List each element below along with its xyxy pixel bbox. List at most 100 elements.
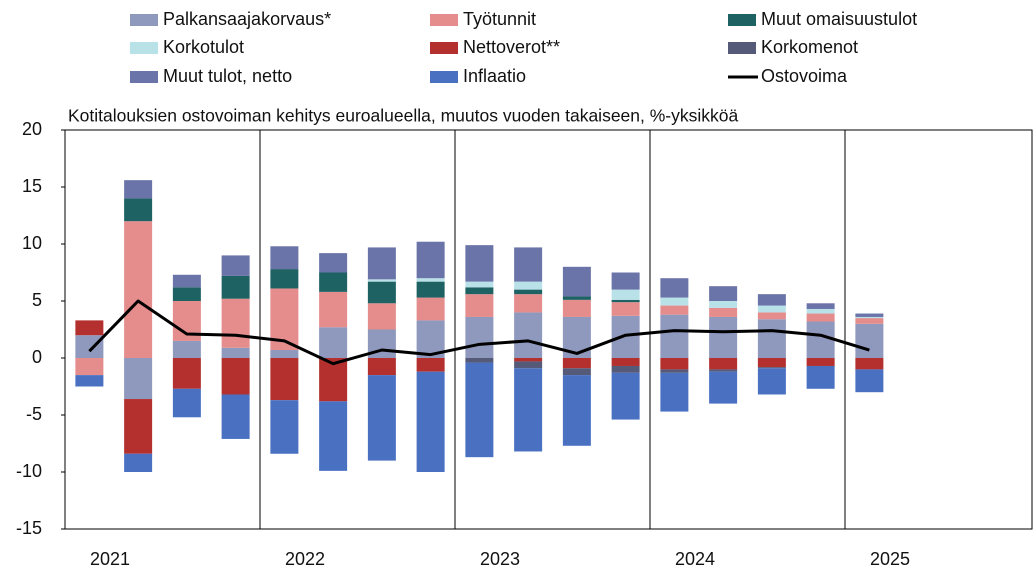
bar-segment [757,312,786,320]
bar-segment [514,247,543,282]
bar-segment [319,253,348,273]
bar-segment [465,287,494,295]
bar-segment [75,375,104,387]
plot-frame [64,129,1033,530]
bar-segment [611,358,640,366]
y-tick-label: 0 [32,347,42,367]
bar-segment [855,323,884,358]
bar-segment [465,316,494,358]
bar-segment [709,316,738,358]
bar-segment [806,358,835,366]
legend-swatch [130,14,158,26]
bar-segment [855,369,884,393]
bar-segment [660,305,689,315]
bar-segment [855,313,884,317]
bar-segment [660,358,689,370]
bar-segment [514,281,543,290]
x-tick-label: 2021 [90,549,130,569]
bar-segment [75,320,104,336]
bar-segment [806,365,835,389]
bar-segment [611,289,640,300]
bar-segment [416,241,445,279]
bar-segment [611,372,640,420]
bar-segment [562,368,591,376]
bar-segment [75,358,104,376]
bar-segment [172,388,201,418]
bar-segment [465,358,494,363]
bar-segment [855,358,884,370]
y-tick-label: 20 [22,119,42,139]
bar-segment [319,272,348,292]
x-tick-label: 2023 [480,549,520,569]
bar-segment [221,347,250,358]
legend-label: Muut tulot, netto [163,66,292,86]
bar-segment [221,394,250,439]
chart-title: Kotitalouksien ostovoiman kehitys euroal… [68,106,738,126]
bar-segment [806,313,835,322]
bar-segment [611,302,640,316]
bar-segment [416,297,445,321]
bar-segment [611,299,640,303]
bar-segment [124,180,153,199]
bar-segment [465,245,494,282]
y-tick-label: 10 [22,233,42,253]
bar-segment [660,372,689,412]
bar-segment [416,278,445,282]
line [88,299,870,366]
bar-segment [172,274,201,288]
x-tick-label: 2022 [285,549,325,569]
bar-segment [709,369,738,372]
bar-segment [221,358,250,395]
bar-segment [416,371,445,472]
bar-segment [270,358,299,401]
bar-segment [611,365,640,373]
bar-segment [855,318,884,324]
bar-segment [757,367,786,369]
bar-segment [757,319,786,358]
bar-segment [514,361,543,369]
legend-label: Ostovoima [761,66,848,86]
bar-segment [465,294,494,317]
legend-label: Korkomenot [761,37,858,57]
bar-segment [367,247,396,280]
y-tick-label: 15 [22,176,42,196]
legend-label: Inflaatio [463,66,526,86]
y-tick-label: -10 [16,461,42,481]
bar-segment [124,358,153,400]
bar-segment [221,255,250,276]
legend-swatch [130,42,158,54]
bar-segment [75,335,104,358]
bar-segment [757,368,786,395]
bar-segment [514,294,543,313]
legend-label: Korkotulot [163,37,244,57]
bar-segment [270,246,299,270]
bar-segment [514,289,543,295]
bar-segment [660,314,689,358]
legend-label: Palkansaajakorvaus* [163,9,331,29]
x-tick-label: 2024 [675,549,715,569]
bar-segment [319,291,348,328]
bar-segment [124,453,153,472]
bar-segment [221,298,250,348]
bar-segment [124,399,153,454]
bar-segment [611,272,640,290]
bar-segment [172,358,201,389]
bar-segment [709,301,738,308]
bar-segment [709,371,738,404]
bar-segment [514,312,543,358]
bar-segment [660,369,689,373]
bar-segment [562,296,591,300]
legend-swatch [728,14,756,26]
bar-segment [124,198,153,222]
bar-segment [514,358,543,362]
bar-segment [221,275,250,299]
x-tick-label: 2025 [870,549,910,569]
legend-swatch [430,42,458,54]
bar-segment [124,221,153,358]
legend-swatch [728,42,756,54]
bar-segment [172,287,201,301]
legend-label: Nettoverot** [463,37,560,57]
bar-segment [709,358,738,370]
bar-segment [367,303,396,330]
bar-segment [709,286,738,301]
